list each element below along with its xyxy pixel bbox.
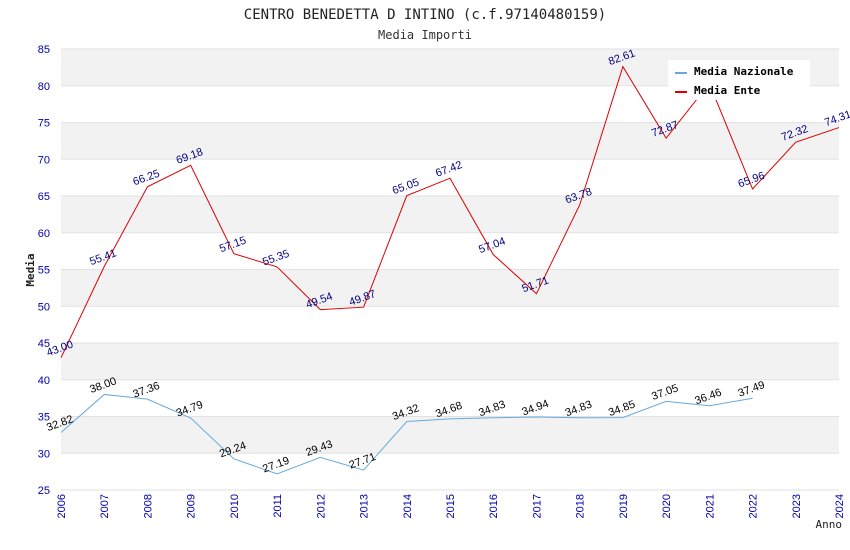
x-tick-label: 2010: [229, 494, 241, 518]
y-tick-label: 80: [38, 81, 50, 93]
y-axis-ticks: 25 30 35 40 45 50 55 60 65 70 75 80 85: [38, 44, 50, 497]
grid-band: [61, 269, 839, 307]
chart-title: CENTRO BENEDETTA D INTINO (c.f.971404801…: [244, 7, 606, 23]
y-tick-label: 40: [38, 375, 50, 387]
x-tick-label: 2019: [618, 494, 630, 518]
grid-band: [61, 343, 839, 380]
x-tick-label: 2024: [834, 494, 846, 518]
y-tick-label: 65: [38, 191, 50, 203]
y-tick-label: 55: [38, 265, 50, 277]
grid-band: [61, 122, 839, 160]
y-tick-label: 45: [38, 338, 50, 350]
x-tick-label: 2017: [531, 494, 543, 518]
x-tick-label: 2013: [359, 494, 371, 518]
y-tick-label: 85: [38, 44, 50, 56]
x-tick-label: 2023: [791, 494, 803, 518]
x-tick-label: 2014: [402, 494, 414, 518]
legend: Media Nazionale Media Ente: [668, 60, 810, 100]
x-tick-label: 2022: [748, 494, 760, 518]
chart-subtitle: Media Importi: [378, 28, 472, 42]
y-tick-label: 50: [38, 301, 50, 313]
legend-label-ente: Media Ente: [694, 84, 761, 97]
grid-bands: [61, 48, 839, 491]
x-tick-label: 2009: [186, 494, 198, 518]
legend-box: [668, 60, 810, 100]
legend-label-nazionale: Media Nazionale: [694, 65, 794, 78]
grid-band: [61, 379, 839, 417]
x-tick-label: 2018: [575, 494, 587, 518]
grid-band: [61, 416, 839, 454]
x-tick-label: 2015: [445, 494, 457, 518]
y-tick-label: 25: [38, 485, 50, 497]
x-tick-label: 2006: [56, 494, 68, 518]
x-tick-label: 2012: [315, 494, 327, 518]
x-axis-ticks: 2006 2007 2008 2009 2010 2011 2012 2013 2014 2015…: [56, 494, 846, 518]
series-line-nazionale: [60, 393, 753, 475]
grid-band: [61, 453, 839, 490]
y-tick-label: 30: [38, 448, 50, 460]
x-tick-label: 2011: [272, 494, 284, 518]
y-tick-label: 75: [38, 118, 50, 130]
x-tick-label: 2021: [704, 494, 716, 518]
x-axis-label: Anno: [816, 518, 843, 531]
y-tick-label: 35: [38, 412, 50, 424]
grid-band: [61, 232, 839, 270]
grid-band: [61, 196, 839, 233]
y-tick-label: 60: [38, 228, 50, 240]
x-tick-label: 2007: [99, 494, 111, 518]
x-tick-label: 2020: [661, 494, 673, 518]
y-tick-label: 70: [38, 154, 50, 166]
x-tick-label: 2008: [142, 494, 154, 518]
grid-band: [61, 306, 839, 343]
y-axis-label: Media: [24, 253, 37, 286]
x-tick-label: 2016: [488, 494, 500, 518]
